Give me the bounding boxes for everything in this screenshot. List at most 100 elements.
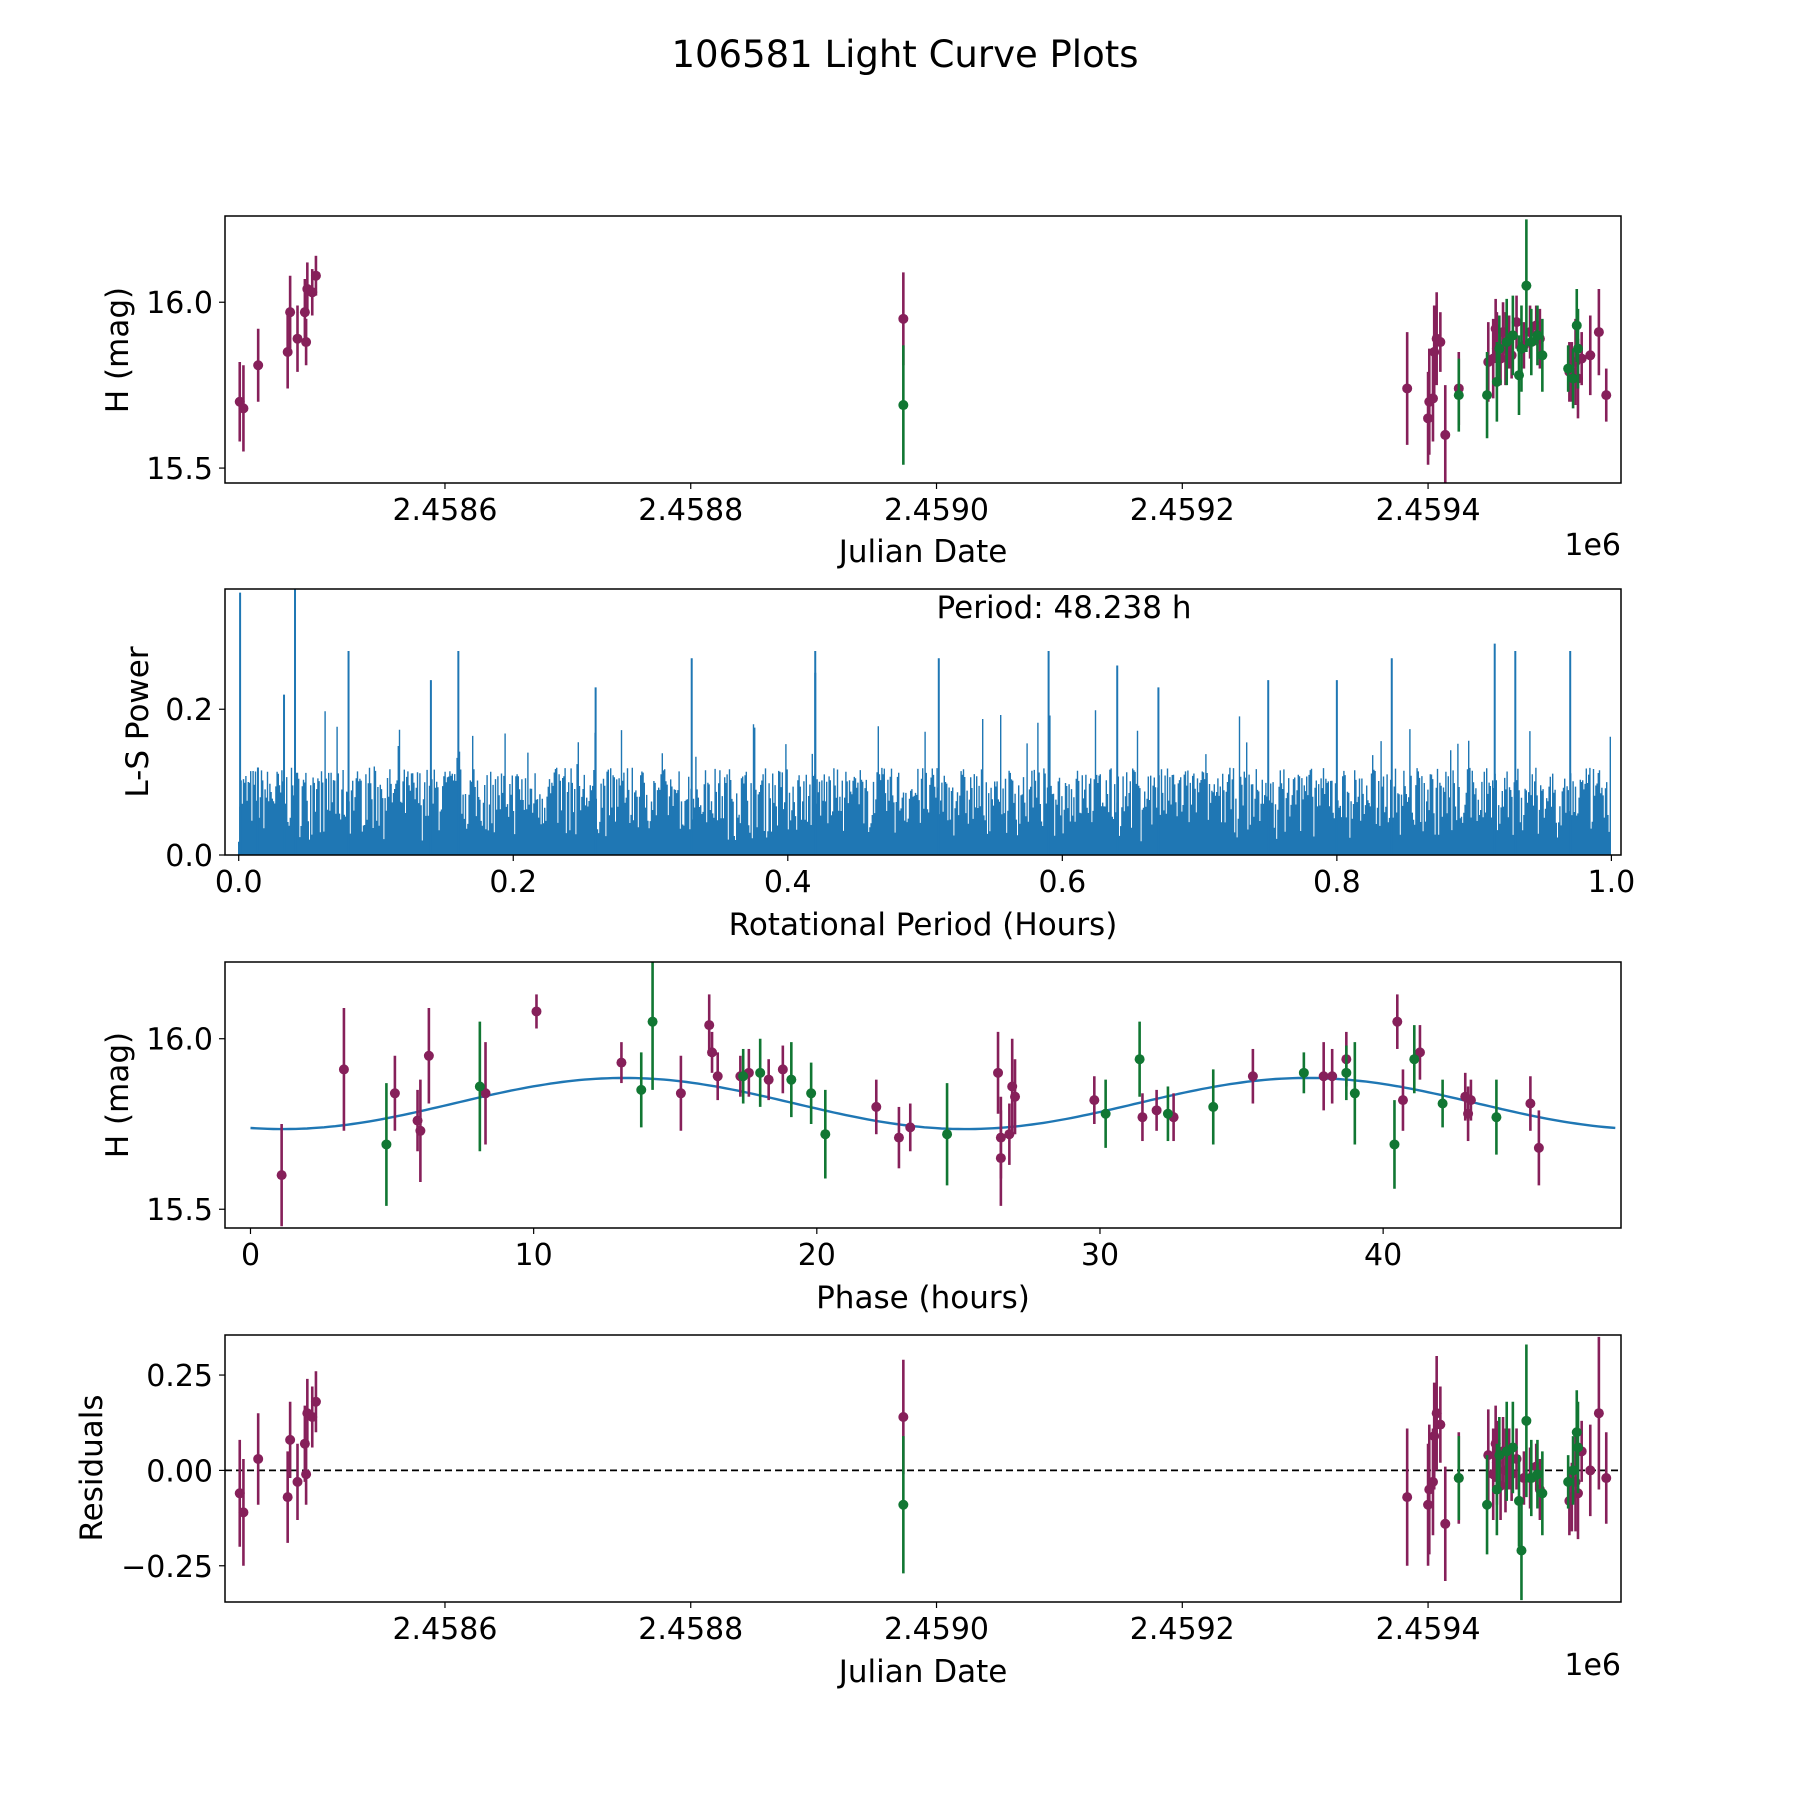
data-point [381, 1139, 392, 1150]
data-point [738, 1071, 749, 1082]
periodogram-xtick-label: 0.0 [215, 865, 263, 900]
phase-xlabel: Phase (hours) [816, 1280, 1030, 1316]
data-point [310, 270, 321, 281]
data-point [898, 313, 909, 324]
data-point [338, 1064, 349, 1075]
data-point [301, 337, 312, 348]
data-point [1409, 1054, 1420, 1065]
data-point [704, 1020, 715, 1031]
data-point [675, 1088, 686, 1099]
data-point [1162, 1108, 1173, 1119]
data-point [1440, 429, 1451, 440]
light-curve-xtick-label: 2.4586 [392, 493, 497, 528]
data-point [1563, 1476, 1574, 1487]
data-point [1533, 1142, 1544, 1153]
residuals-xtick-label: 2.4590 [884, 1612, 989, 1647]
data-point [1247, 1071, 1258, 1082]
data-point [871, 1101, 882, 1112]
data-point [1521, 1415, 1532, 1426]
data-point [1516, 1545, 1527, 1556]
data-point [1453, 390, 1464, 401]
data-point [1137, 1112, 1148, 1123]
residuals-ytick-label: −0.25 [121, 1550, 213, 1585]
data-point [1151, 1105, 1162, 1116]
periodogram-panel: Rotational Period (Hours) L-S Power Peri… [120, 588, 1636, 943]
data-point [820, 1129, 831, 1140]
data-point [285, 307, 296, 318]
data-point [1010, 1091, 1021, 1102]
data-point [893, 1132, 904, 1143]
data-point [1208, 1101, 1219, 1112]
data-point [1537, 350, 1548, 361]
data-point [1568, 373, 1579, 384]
light-curve-ytick-label: 16.0 [146, 286, 213, 321]
residuals-xtick-label: 2.4588 [638, 1612, 743, 1647]
phase-ytick-label: 15.5 [146, 1193, 213, 1228]
data-point [647, 1016, 658, 1027]
data-point [1601, 390, 1612, 401]
data-point [1516, 343, 1527, 354]
data-point [1327, 1071, 1338, 1082]
phase-axes-frame [224, 961, 1622, 1229]
data-point [285, 1434, 296, 1445]
periodogram-xtick-label: 1.0 [1588, 865, 1636, 900]
data-point [480, 1088, 491, 1099]
periodogram-ytick-label: 0.2 [165, 693, 213, 728]
data-point [1572, 1442, 1583, 1453]
data-point [1593, 327, 1604, 338]
data-point [423, 1050, 434, 1061]
data-point [1392, 1016, 1403, 1027]
period-annotation: Period: 48.238 h [937, 590, 1192, 626]
periodogram-xlabel: Rotational Period (Hours) [729, 907, 1118, 943]
data-point [636, 1084, 647, 1095]
phase-xtick-label: 40 [1364, 1238, 1402, 1273]
data-point [777, 1064, 788, 1075]
residuals-xlabel: Julian Date [837, 1654, 1008, 1690]
data-point [282, 346, 293, 357]
light-curve-xlabel: Julian Date [837, 534, 1008, 570]
data-point [1521, 280, 1532, 291]
data-point [1465, 1095, 1476, 1106]
phase-plot-area [250, 962, 1616, 1227]
periodogram-xtick-label: 0.6 [1038, 865, 1086, 900]
periodogram-xtick-label: 0.4 [764, 865, 812, 900]
light-curve-axes-frame [224, 215, 1622, 484]
data-point [1402, 1492, 1413, 1503]
light-curve-plot-area [234, 219, 1612, 483]
data-point [1318, 1071, 1329, 1082]
data-point [253, 1453, 264, 1464]
data-point [1435, 1419, 1446, 1430]
light-curve-xtick-label: 2.4590 [884, 493, 989, 528]
data-point [1585, 1465, 1596, 1476]
data-point [1100, 1108, 1111, 1119]
data-point [276, 1170, 287, 1181]
data-point [1507, 330, 1518, 341]
residuals-plot-area [225, 1336, 1621, 1601]
data-point [474, 1081, 485, 1092]
data-point [301, 1469, 312, 1480]
phase-folded-panel: Phase (hours) H (mag) 0 10 20 30 40 15.5 16.0 [100, 961, 1622, 1316]
data-point [1601, 1473, 1612, 1484]
light-curve-xtick-label: 2.4588 [638, 493, 743, 528]
data-point [1089, 1095, 1100, 1106]
data-point [238, 1507, 249, 1518]
light-curve-panel: Julian Date H (mag) 1e6 2.4586 2.4588 2.45… [100, 215, 1622, 570]
data-point [389, 1088, 400, 1099]
data-point [712, 1071, 723, 1082]
periodogram-axes-frame [224, 588, 1622, 856]
data-point [1440, 1518, 1451, 1529]
residuals-ytick-label: 0.25 [146, 1359, 213, 1394]
periodogram-plot-area [238, 589, 1611, 855]
data-point [806, 1088, 817, 1099]
data-point [1532, 1469, 1543, 1480]
data-point [1593, 1408, 1604, 1419]
data-point [1341, 1067, 1352, 1078]
data-point [898, 1412, 909, 1423]
residuals-offset-label: 1e6 [1564, 1648, 1621, 1683]
periodogram-xtick-label: 0.8 [1313, 865, 1361, 900]
data-point [282, 1492, 293, 1503]
residuals-panel: Julian Date Residuals 1e6 2.4586 2.4588 2.… [74, 1334, 1622, 1690]
data-point [1453, 1473, 1464, 1484]
data-point [1572, 343, 1583, 354]
